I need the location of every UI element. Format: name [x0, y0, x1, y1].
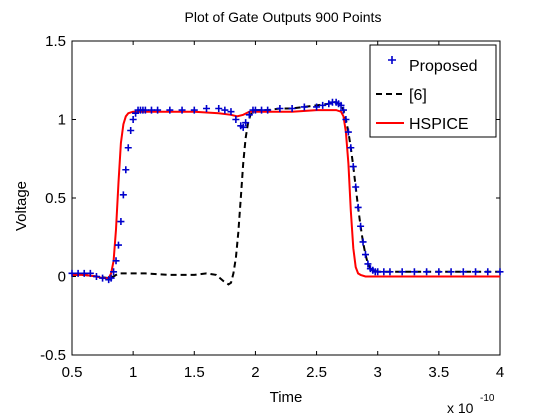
y-tick-label: 1 — [58, 112, 66, 129]
data-point-proposed — [459, 268, 467, 276]
data-point-proposed — [386, 268, 394, 276]
data-point-proposed — [349, 163, 357, 171]
x-tick-label: 0.5 — [62, 364, 83, 381]
data-point-proposed — [352, 183, 360, 191]
y-tick-label: -0.5 — [40, 347, 66, 364]
data-point-proposed — [221, 106, 229, 114]
data-point-proposed — [354, 203, 362, 211]
y-tick-label: 1.5 — [45, 33, 66, 50]
x-exponent-base: x 10 — [447, 400, 474, 414]
series-proposed-markers — [68, 98, 504, 284]
x-tick-label: 2 — [251, 364, 259, 381]
data-point-proposed — [398, 268, 406, 276]
data-point-proposed — [107, 274, 115, 282]
data-point-proposed — [325, 100, 333, 108]
data-point-proposed — [264, 106, 272, 114]
data-point-proposed — [154, 106, 162, 114]
data-point-proposed — [364, 260, 372, 268]
data-point-proposed — [435, 268, 443, 276]
legend: Proposed [6] HSPICE — [369, 44, 497, 138]
data-point-proposed — [190, 106, 198, 114]
data-point-proposed — [242, 119, 250, 127]
data-point-proposed — [92, 273, 100, 280]
data-point-proposed — [203, 105, 211, 113]
x-exponent-power: -10 — [480, 393, 495, 404]
data-point-proposed — [347, 144, 355, 152]
x-tick-labels: 0.5 1 1.5 2 2.5 3 3.5 4 — [62, 364, 505, 381]
data-point-proposed — [114, 241, 122, 249]
data-point-proposed — [339, 106, 347, 114]
x-tick-label: 2.5 — [306, 364, 327, 381]
legend-label: [6] — [409, 87, 427, 104]
data-point-proposed — [86, 269, 94, 277]
data-point-proposed — [423, 268, 431, 276]
data-point-proposed — [410, 268, 418, 276]
data-point-proposed — [124, 144, 132, 152]
data-point-proposed — [342, 116, 350, 123]
data-point-proposed — [68, 269, 76, 277]
data-point-proposed — [288, 105, 296, 113]
data-point-proposed — [141, 106, 149, 114]
data-point-proposed — [117, 218, 125, 226]
data-point-proposed — [300, 103, 308, 111]
series-line-hspice — [72, 109, 500, 280]
data-point-proposed — [251, 106, 259, 114]
data-point-proposed — [227, 108, 235, 116]
data-point-proposed — [337, 101, 345, 109]
data-point-proposed — [258, 106, 266, 114]
x-tick-label: 3.5 — [428, 364, 449, 381]
data-point-proposed — [119, 191, 127, 199]
legend-label: HSPICE — [409, 116, 469, 133]
data-point-proposed — [80, 269, 88, 277]
data-point-proposed — [472, 268, 480, 276]
axis-ticks — [71, 40, 501, 356]
legend-label: Proposed — [409, 58, 478, 75]
series-line-ref6 — [72, 101, 500, 286]
y-tick-label: 0.5 — [45, 190, 66, 207]
data-point-proposed — [178, 106, 186, 114]
series-layer — [68, 98, 504, 286]
data-point-proposed — [380, 268, 388, 276]
data-point-proposed — [110, 268, 118, 276]
x-tick-label: 3 — [374, 364, 382, 381]
data-point-proposed — [232, 116, 240, 123]
y-tick-label: 0 — [58, 269, 66, 286]
data-point-proposed — [122, 166, 130, 174]
data-point-proposed — [112, 257, 120, 265]
data-point-proposed — [74, 269, 82, 277]
data-point-proposed — [276, 105, 284, 113]
data-point-proposed — [215, 105, 223, 113]
data-point-proposed — [239, 123, 247, 131]
data-point-proposed — [361, 251, 369, 259]
data-point-proposed — [484, 268, 492, 276]
x-tick-label: 1.5 — [184, 364, 205, 381]
data-point-proposed — [319, 101, 327, 109]
data-point-proposed — [99, 274, 107, 282]
chart-title: Plot of Gate Outputs 900 Points — [185, 9, 382, 25]
data-point-proposed — [129, 116, 137, 123]
y-tick-labels: -0.5 0 0.5 1 1.5 — [40, 33, 66, 364]
data-point-proposed — [344, 128, 352, 136]
data-point-proposed — [496, 268, 504, 276]
data-point-proposed — [359, 238, 367, 246]
data-point-proposed — [166, 106, 174, 114]
x-tick-label: 1 — [129, 364, 137, 381]
data-point-proposed — [313, 103, 321, 111]
y-axis-label: Voltage — [13, 181, 30, 231]
data-point-proposed — [147, 106, 155, 114]
x-axis-label: Time — [270, 389, 303, 406]
data-point-proposed — [357, 222, 365, 230]
legend-marker-proposed — [388, 56, 396, 64]
data-point-proposed — [374, 268, 382, 276]
x-tick-label: 4 — [496, 364, 504, 381]
data-point-proposed — [245, 111, 253, 119]
data-point-proposed — [127, 126, 135, 134]
data-point-proposed — [447, 268, 455, 276]
